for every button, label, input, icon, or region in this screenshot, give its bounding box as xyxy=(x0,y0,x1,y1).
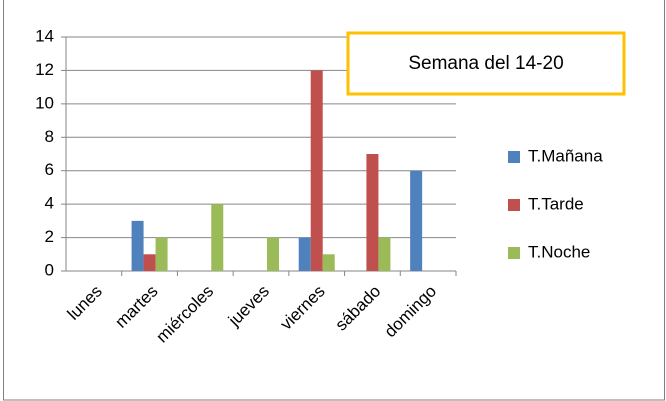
legend-swatch xyxy=(508,247,520,259)
y-tick-label: 14 xyxy=(35,26,54,45)
y-tick-label: 2 xyxy=(45,227,54,246)
annotation: Semana del 14-20 xyxy=(408,53,563,74)
bar xyxy=(267,237,279,271)
bar xyxy=(211,204,224,271)
y-tick-label: 8 xyxy=(45,127,54,146)
legend-swatch xyxy=(508,151,520,163)
y-tick-label: 12 xyxy=(35,60,54,79)
bar xyxy=(298,237,311,271)
y-tick-label: 0 xyxy=(45,260,54,279)
bar xyxy=(378,237,391,271)
legend-label: T.Tarde xyxy=(528,194,584,213)
annotation-box xyxy=(346,31,626,96)
bar xyxy=(322,254,335,271)
y-tick-label: 10 xyxy=(35,93,54,112)
bar xyxy=(310,70,323,271)
legend-swatch xyxy=(508,199,520,211)
legend-label: T.Mañana xyxy=(528,146,603,165)
bar xyxy=(131,220,144,271)
legend-label: T.Noche xyxy=(528,242,590,261)
bar xyxy=(143,254,156,271)
bar xyxy=(155,237,168,271)
bar xyxy=(410,170,423,271)
y-tick-label: 4 xyxy=(45,194,54,213)
bar xyxy=(366,154,379,271)
y-tick-label: 6 xyxy=(45,160,54,179)
